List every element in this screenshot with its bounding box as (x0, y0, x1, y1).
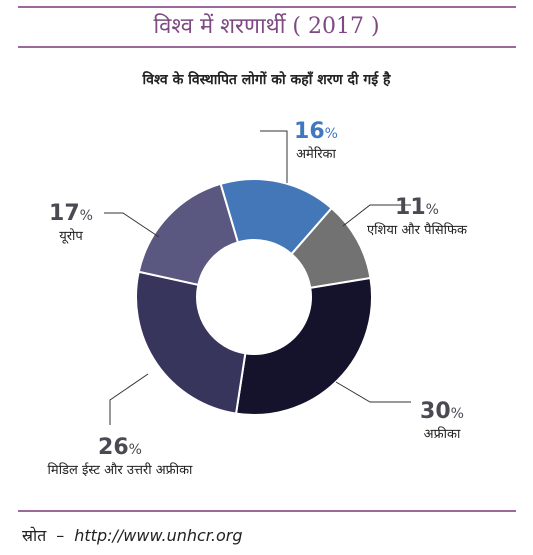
title-rule (18, 46, 516, 48)
category-label-asia-pacific: एशिया और पैसिफिक (367, 222, 468, 238)
source-line: स्रोत – http://www.unhcr.org (22, 524, 243, 546)
category-label-america: अमेरिका (296, 146, 336, 162)
leader-line-america (260, 130, 288, 183)
leader-line-middle-east-north-africa (109, 373, 149, 425)
slices-group (135, 178, 373, 416)
leader-lines-group (104, 130, 411, 425)
slice-europe (137, 182, 240, 287)
value-label-africa: 30% (420, 399, 464, 424)
top-rule (18, 6, 516, 8)
leader-line-europe (104, 212, 160, 238)
footer-rule (18, 510, 516, 512)
source-label: स्रोत (22, 526, 47, 545)
chart-title: विश्व के विस्थापित लोगों को कहाँ शरण दी … (142, 72, 391, 88)
labels-group: 16% अमेरिका 11% एशिया और पैसिफिक 30% अफ्रीका 2… (48, 119, 469, 478)
source-url[interactable]: http://www.unhcr.org (74, 526, 243, 545)
value-label-europe: 17% (49, 201, 93, 226)
source-dash: – (56, 526, 65, 545)
value-label-asia-pacific: 11% (395, 195, 439, 220)
category-label-europe: यूरोप (59, 228, 83, 244)
page-title: विश्व में शरणार्थी ( 2017 ) (153, 14, 380, 39)
leader-line-asia-pacific (342, 204, 411, 227)
category-label-africa: अफ्रीका (424, 426, 461, 442)
leader-line-africa (335, 381, 411, 403)
value-label-america: 16% (294, 119, 338, 144)
slice-africa (234, 276, 373, 416)
category-label-middle-east-north-africa: मिडिल ईस्ट और उत्तरी अफ्रीका (48, 462, 194, 478)
value-label-middle-east-north-africa: 26% (98, 435, 142, 460)
slice-middle-east-north-africa (135, 270, 247, 415)
